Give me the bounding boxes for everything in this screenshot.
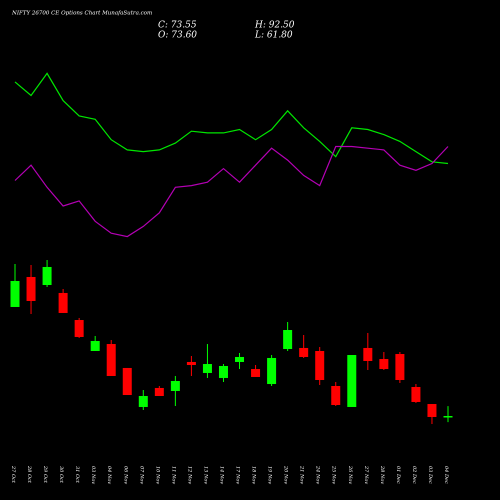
candle-body (26, 276, 36, 301)
low-label: L: 61.80 (254, 31, 293, 41)
x-tick-label: 04 Dec (443, 466, 449, 484)
x-tick-label: 13 Nov (202, 466, 208, 484)
candle-body (411, 386, 421, 402)
x-tick-label: 21 Nov (299, 465, 305, 484)
candle-body (363, 347, 373, 361)
open-label: O: 73.60 (158, 31, 197, 41)
candle-body (315, 350, 325, 381)
indicator-line (14, 72, 449, 165)
chart-title: NIFTY 26700 CE Options Chart MunafaSutra… (11, 11, 152, 17)
candle-body (427, 404, 437, 417)
candle-body (443, 415, 453, 418)
x-tick-label: 30 Oct (58, 466, 64, 484)
candle-body (74, 320, 84, 337)
candle-body (10, 280, 20, 307)
candle-body (106, 344, 116, 376)
x-tick-label: 28 Nov (379, 465, 385, 484)
candle-body (395, 354, 405, 381)
x-tick-label: 20 Nov (283, 465, 289, 484)
high-label: H: 92.50 (254, 21, 295, 31)
candle-body (299, 347, 309, 357)
candle-body (170, 380, 180, 391)
indicator-line (14, 145, 449, 238)
candle-body (347, 355, 357, 407)
candle-body (379, 359, 389, 370)
x-tick-label: 06 Nov (122, 466, 128, 484)
x-tick-label: 27 Oct (10, 465, 16, 484)
x-tick-label: 11 Nov (170, 466, 176, 484)
x-tick-label: 29 Oct (42, 465, 48, 484)
candle-body (235, 356, 245, 362)
candle-body (218, 365, 228, 378)
x-tick-label: 07 Nov (138, 466, 144, 484)
candle-body (122, 367, 132, 396)
x-tick-label: 28 Oct (26, 465, 32, 484)
candle-body (283, 330, 293, 350)
x-tick-label: 03 Nov (90, 466, 96, 484)
x-tick-label: 19 Nov (267, 466, 273, 484)
x-tick-label: 12 Nov (186, 466, 192, 484)
x-tick-label: 25 Nov (331, 465, 337, 484)
candle-body (58, 292, 68, 313)
candle-body (42, 266, 52, 286)
candle-body (90, 340, 100, 351)
close-label: C: 73.55 (158, 21, 197, 31)
x-tick-label: 04 Nov (106, 466, 112, 484)
candle-body (202, 364, 212, 373)
x-tick-label: 01 Dec (395, 466, 401, 484)
x-tick-label: 31 Oct (74, 466, 80, 484)
x-tick-label: 14 Nov (218, 466, 224, 484)
candle-body (331, 385, 341, 406)
x-tick-label: 10 Nov (154, 466, 160, 484)
x-tick-label: 27 Nov (363, 465, 369, 484)
x-tick-label: 17 Nov (235, 466, 241, 484)
candle-body (154, 387, 164, 396)
candle-body (267, 357, 277, 385)
x-tick-label: 18 Nov (251, 466, 257, 484)
x-tick-label: 26 Nov (347, 465, 353, 484)
x-tick-label: 24 Nov (315, 465, 321, 484)
x-tick-label: 02 Dec (411, 466, 417, 484)
candle-body (186, 361, 196, 366)
candle-body (138, 395, 148, 407)
candle-body (251, 369, 261, 377)
x-tick-label: 03 Dec (427, 466, 433, 484)
